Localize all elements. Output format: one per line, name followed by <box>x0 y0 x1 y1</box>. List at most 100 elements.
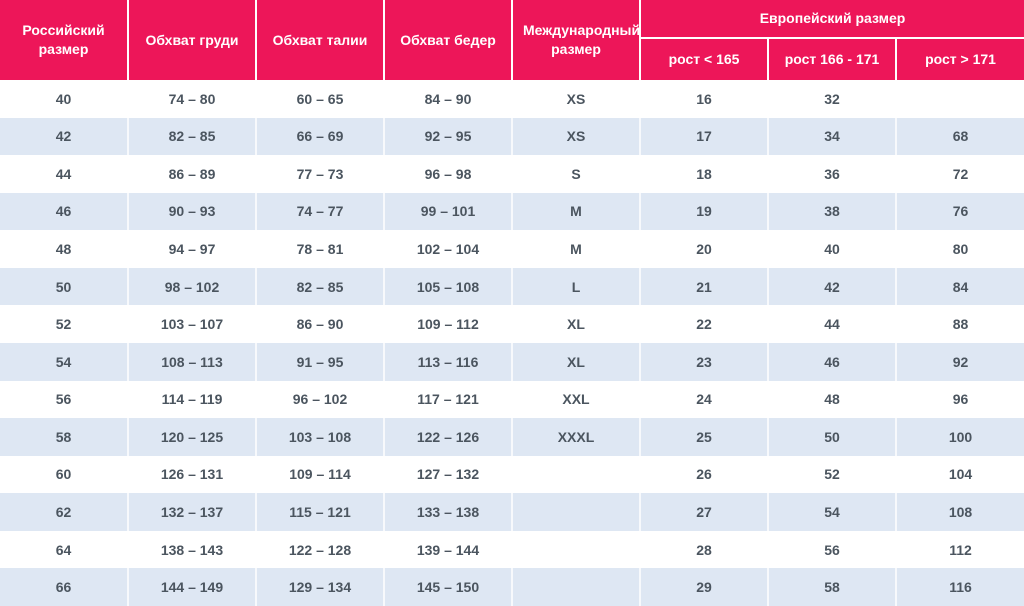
header-european-size: Европейский размер <box>640 0 1024 39</box>
table-row: 58 120 – 125 103 – 108 122 – 126 XXXL 25 50 100 <box>0 418 1024 456</box>
cell: 103 – 108 <box>256 418 385 456</box>
cell: 109 – 114 <box>289 466 351 483</box>
cell: 144 – 149 <box>128 568 257 606</box>
cell: 108 <box>896 493 1024 531</box>
cell: 102 – 104 <box>416 241 480 258</box>
table-row: 54 108 – 113 91 – 95 113 – 116 XL 23 46 92 <box>0 342 1024 381</box>
cell: XL <box>567 316 585 333</box>
cell: 133 – 138 <box>384 493 513 531</box>
cell: 145 – 150 <box>384 568 513 606</box>
cell: 62 <box>0 493 129 531</box>
table-row: 66 144 – 149 129 – 134 145 – 150 29 58 116 <box>0 568 1024 606</box>
cell <box>512 493 641 531</box>
cell: 48 <box>824 391 840 408</box>
cell: 82 – 85 <box>256 267 385 306</box>
cell: 80 <box>952 241 969 258</box>
header-international-size: Международный размер <box>512 0 641 80</box>
table-row: 60 126 – 131 109 – 114 127 – 132 26 52 104 <box>0 456 1024 494</box>
cell: M <box>570 241 582 258</box>
cell: 74 – 80 <box>168 90 216 107</box>
cell: 66 <box>0 568 129 606</box>
cell: 127 – 132 <box>416 466 480 483</box>
cell: 122 – 128 <box>288 541 352 558</box>
cell: 98 – 102 <box>128 267 257 306</box>
cell: 139 – 144 <box>416 541 480 558</box>
header-chest: Обхват груди <box>128 0 257 80</box>
cell: 86 – 90 <box>296 316 344 333</box>
cell: 42 <box>0 117 129 156</box>
cell: 132 – 137 <box>128 493 257 531</box>
table-row: 62 132 – 137 115 – 121 133 – 138 27 54 108 <box>0 493 1024 531</box>
cell: 82 – 85 <box>128 117 257 156</box>
cell: 40 <box>55 90 72 107</box>
cell: 66 – 69 <box>256 117 385 156</box>
cell: 115 – 121 <box>256 493 385 531</box>
cell: 54 <box>0 342 129 381</box>
cell <box>512 456 640 494</box>
cell: 74 – 77 <box>256 192 385 231</box>
cell: 120 – 125 <box>128 418 257 456</box>
cell: 58 <box>768 568 897 606</box>
cell: 114 – 119 <box>161 391 223 408</box>
table-header: Российский размер Обхват груди Обхват та… <box>0 0 1024 80</box>
cell: 60 – 65 <box>296 90 344 107</box>
table-row: 42 82 – 85 66 – 69 92 – 95 XS 17 34 68 <box>0 117 1024 156</box>
cell: 44 <box>55 165 72 182</box>
cell: 25 <box>640 418 769 456</box>
table-row: 48 94 – 97 78 – 81 102 – 104 M 20 40 80 <box>0 230 1024 268</box>
cell: 96 <box>952 391 969 408</box>
cell: 44 <box>824 316 840 333</box>
cell: 108 – 113 <box>128 342 257 381</box>
cell: 104 <box>948 466 973 483</box>
cell: 92 – 95 <box>384 117 513 156</box>
header-hips: Обхват бедер <box>384 0 513 80</box>
cell: 56 <box>824 541 840 558</box>
cell: 99 – 101 <box>384 192 513 231</box>
cell: 78 – 81 <box>296 241 344 258</box>
cell: XS <box>512 117 641 156</box>
cell: 28 <box>696 541 712 558</box>
cell: 18 <box>696 165 712 182</box>
cell: 60 <box>55 466 72 483</box>
cell: 96 – 102 <box>292 391 348 408</box>
cell: 58 <box>0 418 129 456</box>
cell: 24 <box>696 391 712 408</box>
table-row: 40 74 – 80 60 – 65 84 – 90 XS 16 32 <box>0 80 1024 118</box>
cell: XXL <box>562 391 590 408</box>
cell: 94 – 97 <box>168 241 216 258</box>
cell: 36 <box>824 165 840 182</box>
cell: XL <box>512 342 641 381</box>
cell: 92 <box>896 342 1024 381</box>
table-row: 44 86 – 89 77 – 73 96 – 98 S 18 36 72 <box>0 155 1024 193</box>
header-height-lt-165: рост < 165 <box>640 38 769 80</box>
cell: 113 – 116 <box>384 342 513 381</box>
cell: 91 – 95 <box>256 342 385 381</box>
cell: 84 – 90 <box>424 90 472 107</box>
cell <box>512 568 641 606</box>
cell: 27 <box>640 493 769 531</box>
cell: 88 <box>952 316 969 333</box>
cell: 48 <box>55 241 72 258</box>
cell: 16 <box>696 90 712 107</box>
table-row: 50 98 – 102 82 – 85 105 – 108 L 21 42 84 <box>0 267 1024 306</box>
cell: 42 <box>768 267 897 306</box>
cell <box>512 531 640 569</box>
cell: 112 <box>949 541 972 558</box>
cell: 17 <box>640 117 769 156</box>
cell: 90 – 93 <box>128 192 257 231</box>
cell: XXXL <box>512 418 641 456</box>
cell: 54 <box>768 493 897 531</box>
cell <box>896 80 1024 118</box>
table-row: 56 114 – 119 96 – 102 117 – 121 XXL 24 48 96 <box>0 381 1024 419</box>
cell: 50 <box>768 418 897 456</box>
cell: 50 <box>0 267 129 306</box>
cell: 21 <box>640 267 769 306</box>
table-row: 52 103 – 107 86 – 90 109 – 112 XL 22 44 88 <box>0 305 1024 343</box>
cell: 96 – 98 <box>424 165 472 182</box>
header-row-sub: рост < 165 рост 166 - 171 рост > 171 <box>0 38 1024 80</box>
cell: M <box>512 192 641 231</box>
cell: 126 – 131 <box>160 466 224 483</box>
cell: 46 <box>768 342 897 381</box>
header-russian-size: Российский размер <box>0 0 129 80</box>
